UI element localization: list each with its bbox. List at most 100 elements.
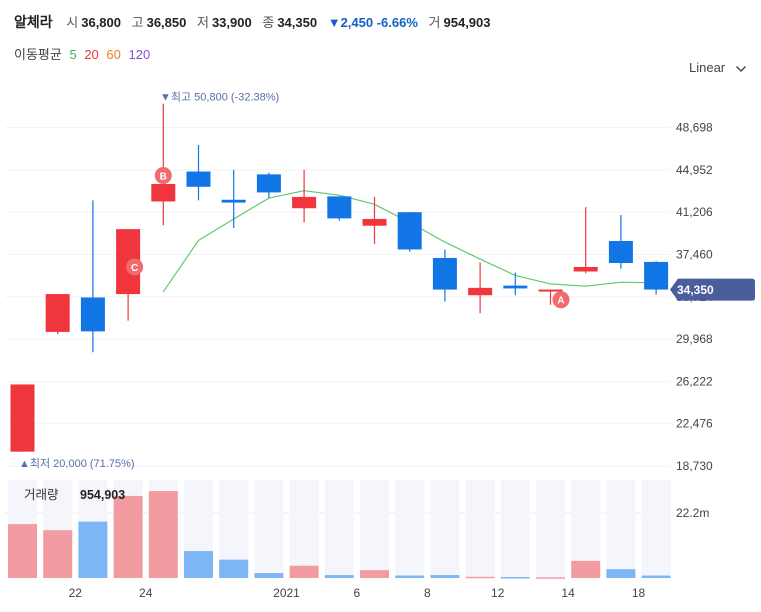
y-tick-label: 26,222 bbox=[676, 374, 713, 388]
volume-slot-background bbox=[606, 480, 636, 578]
scale-select-label: Linear bbox=[689, 60, 726, 75]
volume-bar bbox=[465, 576, 495, 579]
stock-name: 알체라 bbox=[14, 14, 53, 30]
candle-body bbox=[10, 384, 35, 452]
low-value: 33,900 bbox=[211, 15, 252, 30]
candle-body bbox=[362, 218, 387, 226]
y-tick-label: 37,460 bbox=[676, 247, 713, 261]
volume-bar bbox=[430, 575, 460, 578]
volume-bar bbox=[254, 573, 284, 578]
open-label: 시 bbox=[66, 15, 79, 30]
marker-b-circle bbox=[154, 166, 172, 184]
candle-body bbox=[468, 287, 493, 296]
marker-c-label: C bbox=[131, 263, 138, 274]
volume-slot-background bbox=[395, 480, 425, 578]
volume-bar bbox=[536, 577, 565, 579]
volume-bar bbox=[43, 530, 73, 578]
volume-slot-background bbox=[536, 480, 565, 578]
last-price-label: 34,350 bbox=[677, 283, 714, 297]
volume-label: 거래량 bbox=[24, 488, 59, 502]
candle-body bbox=[45, 294, 70, 332]
x-tick-label: 14 bbox=[561, 586, 575, 600]
volume-bar bbox=[360, 570, 389, 578]
volume-slot-background bbox=[360, 480, 389, 578]
open-value: 36,800 bbox=[81, 15, 121, 30]
volume-slot-background bbox=[430, 480, 460, 578]
moving-average-legend[interactable]: 이동평균 5 20 60 120 bbox=[14, 44, 154, 63]
y-tick-label: 18,730 bbox=[676, 459, 713, 473]
volume-bar bbox=[571, 560, 601, 578]
ma-60-legend[interactable]: 60 bbox=[106, 47, 121, 62]
candle-body bbox=[432, 257, 457, 290]
marker-a-label: A bbox=[557, 296, 564, 307]
marker-a-circle bbox=[552, 291, 570, 309]
max-price-annotation: ▼최고 50,800 (-32.38%) bbox=[160, 91, 279, 104]
volume-bar bbox=[641, 575, 671, 578]
volume-value: 954,903 bbox=[443, 15, 491, 30]
candle-body bbox=[221, 199, 246, 203]
candle-body bbox=[644, 261, 669, 290]
x-tick-label: 6 bbox=[354, 586, 361, 600]
x-tick-label: 12 bbox=[491, 586, 505, 600]
min-price-annotation: ▲최저 20,000 (71.75%) bbox=[19, 457, 135, 470]
y-tick-label: 22,476 bbox=[676, 417, 713, 431]
close-value: 34,350 bbox=[277, 15, 318, 30]
volume-slot-background bbox=[465, 480, 495, 578]
volume-slot-background bbox=[500, 480, 530, 578]
chevron-down-icon bbox=[735, 65, 746, 72]
volume-bar bbox=[289, 565, 319, 578]
volume-bar bbox=[324, 575, 354, 578]
volume-bar bbox=[606, 569, 636, 578]
y-tick-label: 48,698 bbox=[676, 121, 713, 135]
candle-body bbox=[608, 240, 633, 264]
low-label: 저 bbox=[196, 15, 209, 30]
candle-body bbox=[573, 266, 598, 272]
x-tick-label: 2021 bbox=[273, 586, 300, 600]
candle-body bbox=[397, 212, 422, 250]
change-value: ▼2,450 -6.66% bbox=[327, 15, 418, 30]
candle-body bbox=[151, 183, 176, 202]
volume-bar bbox=[500, 577, 530, 579]
candle-body bbox=[186, 171, 211, 187]
y-tick-label: 29,968 bbox=[676, 332, 713, 346]
x-tick-label: 18 bbox=[632, 586, 646, 600]
marker-c-circle bbox=[126, 258, 144, 276]
volume-bar bbox=[113, 495, 143, 578]
scale-select[interactable]: Linear bbox=[689, 60, 747, 75]
volume-slot-background bbox=[324, 480, 354, 578]
volume-value: 954,903 bbox=[80, 488, 125, 502]
candle-body bbox=[538, 289, 563, 292]
high-label: 고 bbox=[131, 15, 144, 30]
ma-legend-label: 이동평균 bbox=[14, 47, 62, 62]
candle-body bbox=[80, 297, 105, 332]
volume-bar bbox=[148, 491, 178, 578]
volume-bar bbox=[8, 524, 37, 578]
y-tick-label: 44,952 bbox=[676, 163, 713, 177]
volume-slot-background bbox=[254, 480, 284, 578]
y-tick-label: 41,206 bbox=[676, 205, 713, 219]
volume-bar bbox=[78, 521, 108, 578]
x-tick-label: 8 bbox=[424, 586, 431, 600]
high-value: 36,850 bbox=[146, 15, 187, 30]
ma-5-legend[interactable]: 5 bbox=[69, 47, 77, 62]
volume-axis-tick: 22.2m bbox=[676, 506, 709, 520]
ma-120-legend[interactable]: 120 bbox=[128, 47, 151, 62]
candle-body bbox=[327, 196, 352, 219]
volume-slot-background bbox=[641, 480, 671, 578]
volume-label: 거 bbox=[428, 15, 441, 30]
candle-body bbox=[256, 174, 281, 193]
volume-bar bbox=[184, 551, 213, 578]
candle-body bbox=[292, 196, 317, 209]
volume-bar bbox=[395, 575, 425, 578]
x-tick-label: 24 bbox=[139, 586, 153, 600]
x-tick-label: 22 bbox=[69, 586, 83, 600]
volume-bar bbox=[219, 559, 249, 578]
marker-b-label: B bbox=[160, 171, 167, 182]
close-label: 종 bbox=[262, 15, 275, 30]
ma-20-legend[interactable]: 20 bbox=[84, 47, 99, 62]
stock-header: 알체라 시 36,800 고 36,850 저 33,900 종 34,350 ▼2,4… bbox=[14, 12, 498, 32]
candle-body bbox=[503, 285, 528, 289]
last-price-tag bbox=[670, 278, 755, 301]
volume-slot-background bbox=[289, 480, 319, 578]
